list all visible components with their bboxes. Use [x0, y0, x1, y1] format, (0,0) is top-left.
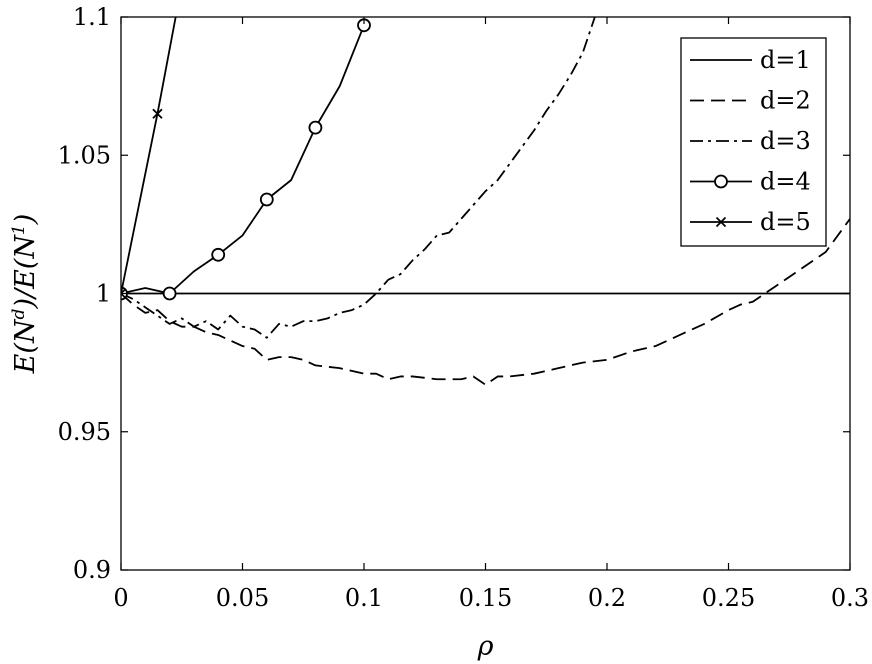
x-marker: [715, 216, 727, 228]
y-tick-label: 1.05: [58, 141, 111, 169]
series-line: [121, 218, 850, 386]
circle-marker: [162, 286, 177, 301]
y-axis-title-superscript: d: [9, 308, 29, 319]
circle-marker: [714, 174, 728, 189]
x-tick-label: 0.15: [459, 584, 512, 612]
x-tick-label: 0.1: [345, 584, 383, 612]
legend-entry: d=1: [690, 46, 811, 74]
legend-label: d=2: [760, 87, 811, 115]
x-tick-label: 0: [113, 584, 128, 612]
y-axis-title-part: ): [10, 214, 41, 226]
legend-label: d=3: [760, 127, 811, 155]
y-tick-label: 0.95: [58, 418, 111, 446]
y-tick-label: 1.1: [73, 3, 111, 31]
x-tick-label: 0.2: [588, 584, 626, 612]
legend-entry: d=2: [690, 87, 811, 115]
series-layer: [121, 17, 850, 386]
circle-marker: [308, 120, 323, 135]
y-axis-title: E(Nd)/E(N1): [9, 214, 41, 375]
legend-box: [680, 37, 827, 247]
x-tick-label: 0.3: [831, 584, 869, 612]
series-d-3: [121, 17, 596, 339]
legend-label: d=5: [760, 208, 811, 236]
circle-marker: [211, 247, 226, 262]
x-axis-title: ρ: [477, 631, 494, 662]
y-axis-title-superscript: 1: [9, 224, 29, 235]
circle-marker: [259, 192, 274, 207]
legend-label: d=4: [760, 168, 811, 196]
legend-label: d=1: [760, 46, 811, 74]
legend-entry: d=3: [690, 127, 811, 155]
y-axis-title-part: )/E(N: [10, 234, 41, 310]
legend-entry: d=4: [690, 168, 811, 196]
series-line: [121, 17, 177, 294]
x-marker: [152, 108, 163, 119]
x-tick-label: 0.25: [702, 584, 755, 612]
series-d-2: [121, 218, 850, 386]
y-tick-label: 0.9: [73, 556, 111, 584]
ticks-layer: [120, 16, 851, 571]
y-tick-label: 1: [96, 280, 111, 308]
legend-entry: d=5: [690, 208, 811, 236]
x-marker: [121, 288, 127, 299]
series-d-4: [121, 18, 371, 301]
y-axis-title-part: E(N: [10, 318, 41, 374]
series-d-5: [121, 17, 177, 299]
series-line: [121, 24, 365, 295]
tick-labels-layer: 0 0.05 0.1 0.15 0.2 0.25 0.3 0.9 0.95 1 1.05 1.1: [58, 3, 870, 612]
x-tick-label: 0.05: [216, 584, 269, 612]
legend: d=1 d=2 d=3 d=4 d=5: [680, 37, 827, 247]
series-line: [121, 17, 596, 339]
